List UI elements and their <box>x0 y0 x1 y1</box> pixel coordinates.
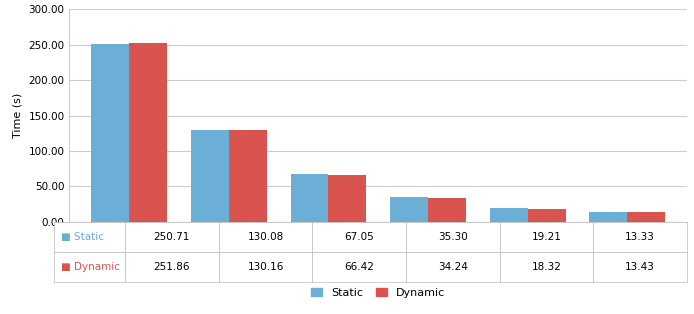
Bar <box>229 130 266 222</box>
Legend: Static, Dynamic: Static, Dynamic <box>311 288 446 298</box>
Bar <box>328 175 366 222</box>
Bar <box>129 44 167 222</box>
Bar <box>291 174 328 222</box>
Bar <box>627 212 665 222</box>
Bar <box>428 198 466 222</box>
Bar <box>490 208 527 222</box>
Y-axis label: Time (s): Time (s) <box>13 93 23 138</box>
Bar <box>527 209 566 222</box>
Bar <box>92 44 129 222</box>
Bar <box>191 130 229 222</box>
Bar <box>390 197 428 222</box>
Bar <box>589 212 627 222</box>
